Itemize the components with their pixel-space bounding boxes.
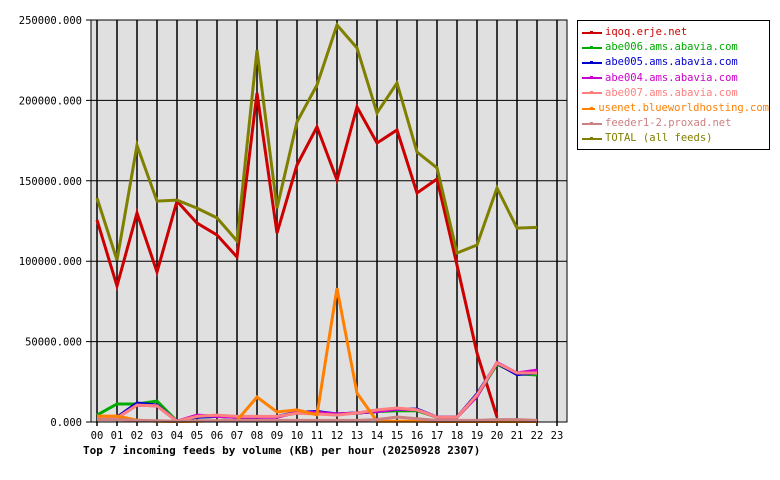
series-line	[95, 92, 499, 418]
legend-label: TOTAL (all feeds)	[605, 132, 713, 145]
legend-label: abe004.ams.abavia.com	[605, 71, 738, 84]
legend-swatch-icon	[582, 106, 596, 110]
x-tick-label: 15	[391, 430, 404, 442]
x-tick-label: 10	[291, 430, 304, 442]
legend-swatch-icon	[582, 121, 602, 125]
legend-swatch-icon	[582, 76, 602, 80]
x-tick-label: 20	[491, 430, 504, 442]
y-tick-label: 50000.000	[25, 337, 82, 349]
y-tick-label: 250000.000	[19, 15, 82, 27]
y-tick-label: 100000.000	[19, 256, 82, 268]
x-tick-label: 13	[351, 430, 364, 442]
legend-item: usenet.blueworldhosting.com	[582, 101, 769, 116]
x-tick-label: 12	[331, 430, 344, 442]
y-tick-label: 150000.000	[19, 176, 82, 188]
x-tick-label: 22	[531, 430, 544, 442]
legend-swatch-icon	[582, 60, 602, 64]
legend-label: abe005.ams.abavia.com	[605, 56, 738, 69]
x-tick-label: 05	[191, 430, 204, 442]
chart-caption: Top 7 incoming feeds by volume (KB) per …	[83, 444, 481, 457]
series-line	[97, 415, 538, 423]
x-tick-label: 00	[91, 430, 104, 442]
plot-border	[90, 19, 568, 423]
x-tick-label: 03	[151, 430, 164, 442]
legend-label: iqoq.erje.net	[605, 26, 688, 38]
x-tick-label: 09	[271, 430, 284, 442]
series-line	[95, 22, 538, 261]
x-tick-label: 21	[511, 430, 524, 442]
x-tick-label: 07	[231, 430, 244, 442]
legend-label: abe006.ams.abavia.com	[605, 41, 738, 54]
x-tick-label: 04	[171, 430, 184, 442]
legend-label: feeder1-2.proxad.net	[605, 117, 732, 130]
legend-item: abe004.ams.abavia.com	[582, 71, 769, 86]
legend-item: abe005.ams.abavia.com	[582, 55, 769, 70]
legend-swatch-icon	[582, 91, 602, 95]
x-tick-label: 11	[311, 430, 324, 442]
x-tick-label: 19	[471, 430, 484, 442]
x-tick-label: 18	[451, 430, 464, 442]
x-tick-label: 14	[371, 430, 384, 442]
plot-area	[91, 20, 567, 422]
legend-swatch-icon	[582, 30, 602, 34]
legend-swatch-icon	[582, 45, 602, 49]
x-tick-label: 01	[111, 430, 124, 442]
x-axis: 00 01 02 03 04 05 06 07 08 09 10 11 12 13 14 15 16 17 18 19…	[91, 430, 564, 442]
x-tick-label: 08	[251, 430, 264, 442]
y-tick-label: 0.000	[50, 417, 82, 429]
legend-label: abe007.ams.abavia.com	[605, 86, 738, 99]
legend-label: usenet.blueworldhosting.com	[598, 101, 769, 114]
x-tick-label: 16	[411, 430, 424, 442]
legend-swatch-icon	[582, 136, 602, 140]
legend-item: abe007.ams.abavia.com	[582, 86, 769, 101]
x-tick-label: 06	[211, 430, 224, 442]
x-tick-label: 02	[131, 430, 144, 442]
y-axis: 0.000 50000.000 100000.000 150000.000 200000…	[19, 15, 82, 429]
x-tick-label: 23	[551, 430, 564, 442]
legend: iqoq.erje.net abe006.ams.abavia.com abe005…	[577, 20, 770, 150]
legend-item: abe006.ams.abavia.com	[582, 40, 769, 55]
y-tick-label: 200000.000	[19, 95, 82, 107]
legend-item: iqoq.erje.net	[582, 25, 769, 40]
legend-item: TOTAL (all feeds)	[582, 131, 769, 146]
x-tick-label: 17	[431, 430, 444, 442]
legend-item: feeder1-2.proxad.net	[582, 116, 769, 131]
